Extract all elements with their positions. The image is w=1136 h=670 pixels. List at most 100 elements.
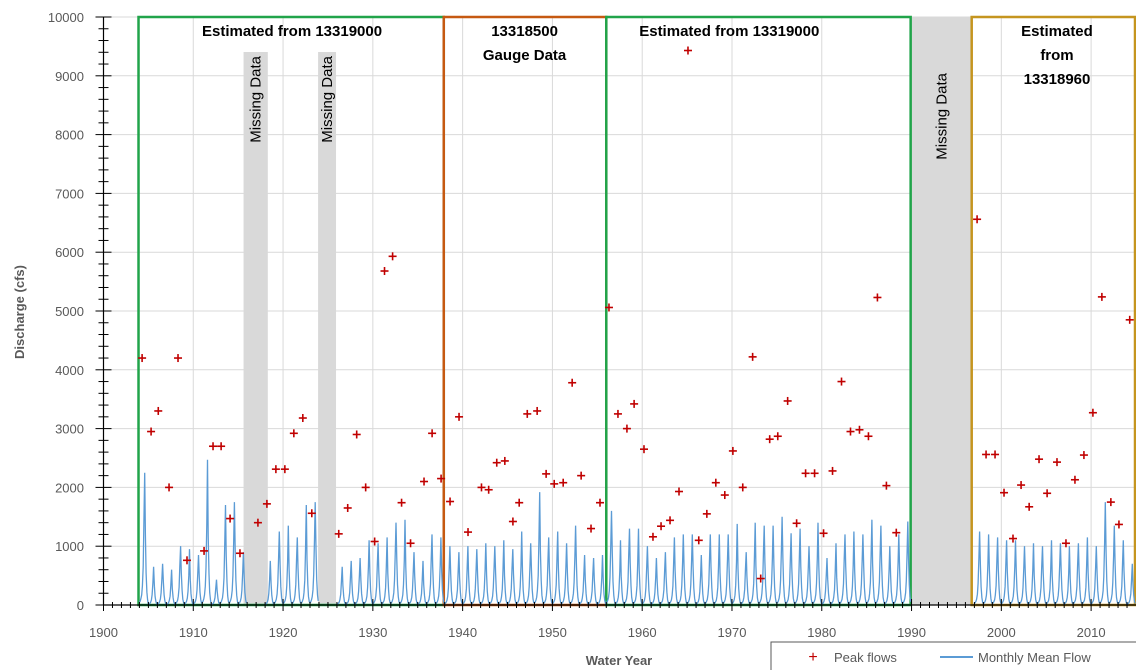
region-label-line: 13318500 <box>491 23 558 40</box>
peak-flow-point <box>765 435 774 444</box>
y-tick-label: 10000 <box>48 10 84 25</box>
peak-flow-point <box>855 425 864 434</box>
peak-flow-point <box>1106 498 1115 507</box>
x-tick-label: 1960 <box>628 625 657 640</box>
missing-data-band <box>911 17 972 605</box>
peak-flow-point <box>477 483 486 492</box>
peak-flow-point <box>182 556 191 565</box>
y-tick-label: 8000 <box>55 128 84 143</box>
peak-flow-point <box>639 445 648 454</box>
peak-flow-point <box>226 514 235 523</box>
peak-flow-point <box>1035 455 1044 464</box>
peak-flow-point <box>406 539 415 548</box>
peak-flow-point <box>702 509 711 518</box>
peak-flow-point <box>828 466 837 475</box>
x-tick-label: 1950 <box>538 625 567 640</box>
peak-flow-point <box>1114 520 1123 529</box>
peak-flow-point <box>147 427 156 436</box>
peak-flow-point <box>683 46 692 55</box>
peak-flow-point <box>1000 488 1009 497</box>
x-tick-label: 1910 <box>179 625 208 640</box>
peak-flow-point <box>630 399 639 408</box>
x-axis-title: Water Year <box>586 653 653 668</box>
peak-flow-point <box>720 491 729 500</box>
missing-data-label: Missing Data <box>248 55 265 142</box>
peak-flow-point <box>508 517 517 526</box>
y-tick-label: 9000 <box>55 69 84 84</box>
peak-flow-point <box>343 503 352 512</box>
y-tick-label: 5000 <box>55 304 84 319</box>
peak-flow-point <box>1008 534 1017 543</box>
y-tick-label: 1000 <box>55 539 84 554</box>
legend: + Peak flows Monthly Mean Flow <box>770 641 1136 670</box>
region-label-line: Estimated <box>1021 23 1093 40</box>
peak-flow-point <box>1070 475 1079 484</box>
legend-mean-label: Monthly Mean Flow <box>978 650 1091 665</box>
peak-flow-point <box>756 574 765 583</box>
peak-flow-point <box>550 479 559 488</box>
x-tick-label: 2000 <box>987 625 1016 640</box>
peak-flow-point <box>200 546 209 555</box>
y-tick-label: 0 <box>77 598 84 613</box>
axes: 1900 1910 1920 1930 1940 1950 1960 1970 1980 1990… <box>48 10 1136 640</box>
peak-flow-point <box>500 456 509 465</box>
peak-flow-point <box>1079 451 1088 460</box>
peak-flow-point <box>819 529 828 538</box>
axis-titles: Water Year Discharge (cfs) <box>12 265 652 668</box>
region-label-line: 13318960 <box>1024 71 1091 88</box>
legend-peak-label: Peak flows <box>834 650 897 665</box>
peak-flow-point <box>694 536 703 545</box>
peak-flow-point <box>738 483 747 492</box>
peak-flow-point <box>873 293 882 302</box>
peak-flow-point <box>882 481 891 490</box>
x-tick-label: 1990 <box>897 625 926 640</box>
peak-flow-point <box>138 354 147 363</box>
peak-flow-point <box>666 516 675 525</box>
region-label-line: Estimated from 13319000 <box>202 23 382 40</box>
legend-peak-marker: + <box>808 649 817 666</box>
peak-flow-point <box>801 469 810 478</box>
y-tick-label: 4000 <box>55 363 84 378</box>
peak-flow-point <box>577 471 586 480</box>
peak-flows-series <box>138 46 1134 583</box>
peak-flow-point <box>810 469 819 478</box>
peak-flow-point <box>380 267 389 276</box>
peak-flow-point <box>1025 502 1034 511</box>
y-tick-label: 3000 <box>55 422 84 437</box>
y-tick-label: 2000 <box>55 480 84 495</box>
missing-data-band <box>318 52 337 605</box>
x-tick-label: 1970 <box>718 625 747 640</box>
region-labels: Estimated from 13319000 13318500 Gauge Dat… <box>202 23 1093 88</box>
peak-flow-point <box>1097 292 1106 301</box>
peak-flow-point <box>728 446 737 455</box>
peak-flow-point <box>262 499 271 508</box>
peak-flow-point <box>568 378 577 387</box>
y-tick-label: 6000 <box>55 245 84 260</box>
peak-flow-point <box>388 252 397 261</box>
peak-flow-point <box>446 497 455 506</box>
peak-flow-point <box>209 442 218 451</box>
peak-flow-point <box>515 498 524 507</box>
peak-flow-point <box>455 412 464 421</box>
region-label-line: Gauge Data <box>483 47 567 64</box>
peak-flow-point <box>846 427 855 436</box>
peak-flow-point <box>559 478 568 487</box>
peak-flow-point <box>792 519 801 528</box>
peak-flow-point <box>271 465 280 474</box>
peak-flow-point <box>657 522 666 531</box>
peak-flow-point <box>595 498 604 507</box>
peak-flow-point <box>783 396 792 405</box>
x-tick-label: 1980 <box>807 625 836 640</box>
peak-flow-point <box>370 537 379 546</box>
peak-flow-point <box>420 477 429 486</box>
peak-flow-point <box>352 430 361 439</box>
peak-flow-point <box>837 377 846 386</box>
peak-flow-point <box>533 406 542 415</box>
peak-flow-point <box>748 352 757 361</box>
x-tick-label: 1940 <box>448 625 477 640</box>
y-axis-title: Discharge (cfs) <box>12 265 27 359</box>
peak-flow-point <box>604 303 613 312</box>
x-tick-label: 1900 <box>89 625 118 640</box>
missing-data-band <box>243 52 268 605</box>
peak-flow-point <box>428 429 437 438</box>
